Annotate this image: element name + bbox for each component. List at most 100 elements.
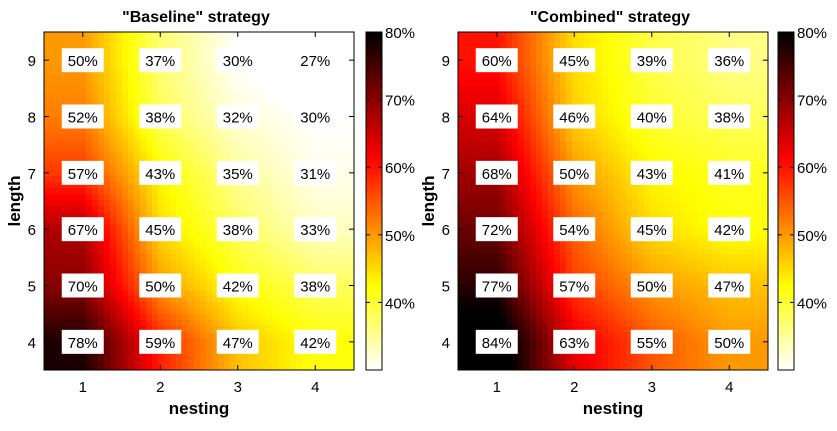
cell-label: 50%: [553, 161, 595, 185]
cell-label: 38%: [217, 217, 259, 241]
cell-label: 33%: [294, 217, 336, 241]
cell-value: 30%: [300, 110, 330, 127]
cell-value: 38%: [714, 110, 744, 127]
cell-value: 39%: [637, 53, 667, 70]
cell-label: 60%: [476, 48, 518, 72]
x-tick-label: 4: [311, 379, 319, 396]
cell-label: 41%: [708, 161, 750, 185]
cell-label: 54%: [553, 217, 595, 241]
y-tick-label: 9: [28, 53, 36, 70]
cell-label: 50%: [62, 48, 104, 72]
cell-label: 42%: [708, 217, 750, 241]
colorbar-tick-label: 80%: [385, 25, 415, 42]
cell-value: 47%: [223, 335, 253, 352]
cell-label: 39%: [631, 48, 673, 72]
cell-label: 63%: [553, 330, 595, 354]
cell-value: 67%: [68, 222, 98, 239]
cell-label: 43%: [631, 161, 673, 185]
cell-label: 46%: [553, 105, 595, 129]
y-tick-label: 6: [28, 222, 36, 239]
cell-value: 84%: [482, 335, 512, 352]
heatmap-panel-1: 78% 59% 47% 42% 70% 50% 42% 38% 67% 45% 38% 33% 57% 4…: [5, 9, 415, 418]
cell-label: 27%: [294, 48, 336, 72]
cell-value: 41%: [714, 166, 744, 183]
cell-value: 35%: [223, 166, 253, 183]
y-tick-label: 4: [28, 335, 36, 352]
cell-label: 35%: [217, 161, 259, 185]
x-tick-label: 2: [570, 379, 578, 396]
cell-label: 70%: [62, 274, 104, 298]
cell-label: 45%: [631, 217, 673, 241]
cell-value: 30%: [223, 53, 253, 70]
colorbar-tick-label: 70%: [385, 93, 415, 110]
colorbar: 40% 50% 60% 70% 80%: [366, 25, 415, 370]
cell-value: 43%: [145, 166, 175, 183]
cell-label: 32%: [217, 105, 259, 129]
cell-label: 72%: [476, 217, 518, 241]
colorbar-tick-label: 50%: [797, 228, 827, 245]
colorbar-tick-label: 60%: [385, 160, 415, 177]
cell-label: 37%: [139, 48, 181, 72]
cell-label: 52%: [62, 105, 104, 129]
cell-value: 42%: [714, 222, 744, 239]
cell-label: 84%: [476, 330, 518, 354]
cell-label: 77%: [476, 274, 518, 298]
cell-value: 42%: [223, 279, 253, 296]
x-tick-label: 3: [648, 379, 656, 396]
colorbar-tick-label: 40%: [385, 295, 415, 312]
cell-value: 32%: [223, 110, 253, 127]
x-tick-label: 3: [234, 379, 242, 396]
cell-value: 77%: [482, 279, 512, 296]
colorbar-tick-label: 40%: [797, 295, 827, 312]
cell-value: 38%: [300, 279, 330, 296]
cell-value: 70%: [68, 279, 98, 296]
colorbar-tick-label: 70%: [797, 93, 827, 110]
cell-label: 38%: [294, 274, 336, 298]
x-axis-label: nesting: [169, 399, 229, 418]
cell-label: 68%: [476, 161, 518, 185]
y-tick-label: 7: [442, 166, 450, 183]
cell-value: 72%: [482, 222, 512, 239]
cell-label: 30%: [294, 105, 336, 129]
cell-label: 50%: [631, 274, 673, 298]
cell-value: 78%: [68, 335, 98, 352]
cell-label: 40%: [631, 105, 673, 129]
cell-value: 59%: [145, 335, 175, 352]
y-tick-label: 4: [442, 335, 450, 352]
y-tick-label: 6: [442, 222, 450, 239]
cell-label: 42%: [217, 274, 259, 298]
colorbar-tick-label: 50%: [385, 228, 415, 245]
cell-value: 38%: [145, 110, 175, 127]
colorbar-tick-label: 80%: [797, 25, 827, 42]
cell-label: 47%: [708, 274, 750, 298]
cell-value: 27%: [300, 53, 330, 70]
cell-label: 45%: [139, 217, 181, 241]
cell-label: 47%: [217, 330, 259, 354]
cell-label: 50%: [139, 274, 181, 298]
cell-label: 55%: [631, 330, 673, 354]
cell-value: 50%: [68, 53, 98, 70]
cell-label: 64%: [476, 105, 518, 129]
cell-value: 68%: [482, 166, 512, 183]
cell-value: 38%: [223, 222, 253, 239]
cell-label: 42%: [294, 330, 336, 354]
cell-label: 36%: [708, 48, 750, 72]
y-tick-label: 7: [28, 166, 36, 183]
cell-value: 50%: [714, 335, 744, 352]
cell-value: 36%: [714, 53, 744, 70]
cell-value: 55%: [637, 335, 667, 352]
cell-value: 50%: [145, 279, 175, 296]
x-axis-label: nesting: [583, 399, 643, 418]
y-axis-label: length: [419, 176, 438, 227]
colorbar-tick-label: 60%: [797, 160, 827, 177]
cell-value: 64%: [482, 110, 512, 127]
colorbar: 40% 50% 60% 70% 80%: [778, 25, 827, 370]
y-tick-label: 9: [442, 53, 450, 70]
heatmap-field: [44, 32, 357, 375]
heatmap-panel-2: 84%63%55%50%77%57%50%47%72%54%45%42%68%5…: [419, 9, 827, 418]
cell-label: 38%: [139, 105, 181, 129]
cell-value: 46%: [559, 110, 589, 127]
cell-label: 57%: [62, 161, 104, 185]
cell-label: 30%: [217, 48, 259, 72]
